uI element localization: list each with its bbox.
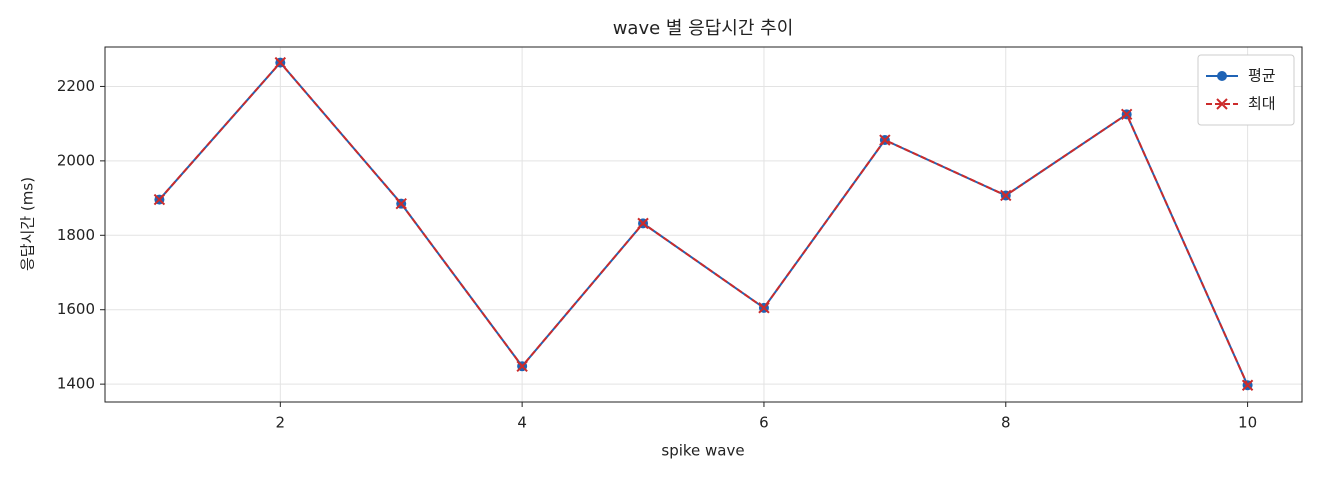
marker — [879, 134, 891, 146]
legend-marker — [1217, 71, 1227, 81]
x-tick-label: 6 — [759, 414, 769, 432]
y-tick-label: 1600 — [57, 300, 95, 318]
marker — [274, 56, 287, 69]
legend-label: 평균 — [1248, 67, 1276, 85]
x-tick-label: 10 — [1238, 414, 1257, 432]
y-tick-label: 1800 — [57, 226, 95, 244]
x-tick-label: 8 — [1001, 414, 1011, 432]
chart-title: wave 별 응답시간 추이 — [613, 18, 794, 39]
legend-box — [1197, 54, 1295, 126]
marker — [637, 217, 649, 230]
marker — [1241, 379, 1254, 391]
y-tick-label: 2200 — [57, 77, 95, 95]
marker — [153, 193, 166, 206]
marker — [1000, 189, 1012, 202]
x-tick-label: 2 — [276, 414, 286, 432]
x-axis-label: spike wave — [661, 442, 744, 460]
y-axis-label: 응답시간 (ms) — [19, 177, 37, 271]
x-tick-label: 4 — [517, 414, 527, 432]
y-tick-label: 2000 — [57, 151, 95, 169]
legend-marker — [1216, 98, 1228, 110]
series-line — [158, 61, 1249, 386]
legend-label: 최대 — [1248, 95, 1276, 113]
marker — [758, 302, 770, 314]
marker — [395, 197, 407, 210]
marker — [516, 360, 528, 372]
y-tick-label: 1400 — [57, 375, 95, 393]
marker — [1120, 108, 1133, 121]
plot-frame — [104, 46, 1303, 403]
